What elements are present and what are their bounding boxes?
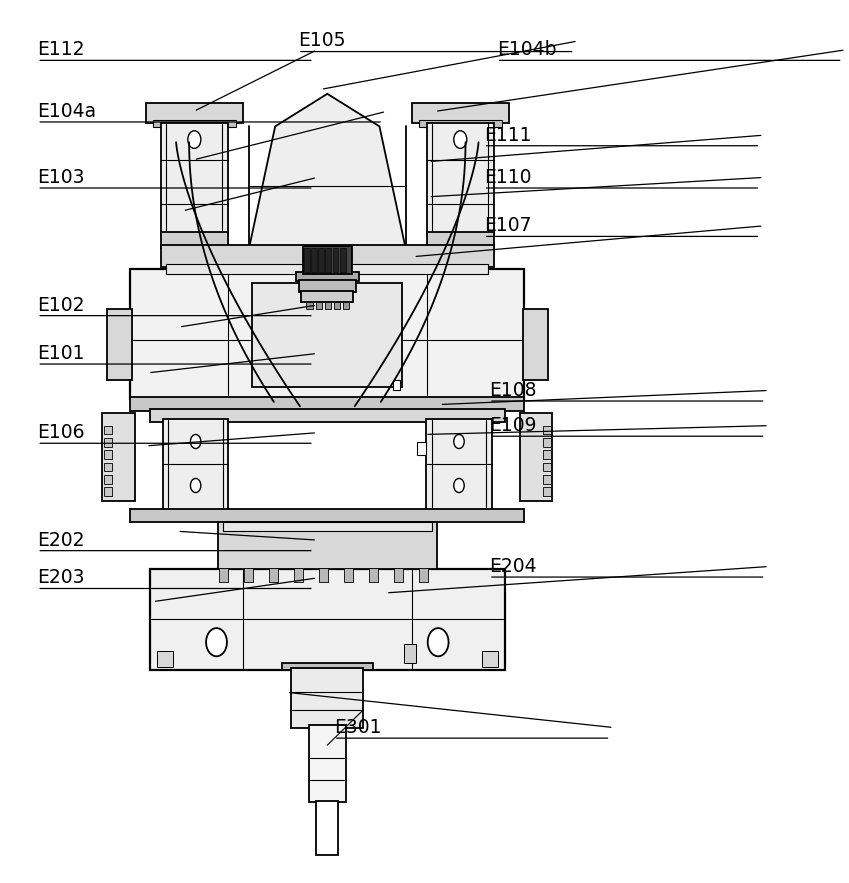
Bar [481, 651, 498, 667]
Text: E104b: E104b [497, 41, 556, 59]
Bar [543, 426, 551, 434]
Bar [306, 302, 313, 309]
Bar [404, 644, 416, 663]
Bar [412, 103, 509, 123]
Bar [294, 569, 303, 582]
Circle shape [453, 479, 464, 493]
Bar [309, 725, 346, 803]
Text: E108: E108 [489, 381, 537, 400]
Bar [146, 103, 243, 123]
Bar [311, 248, 317, 273]
Bar [299, 281, 356, 292]
Bar [340, 248, 346, 273]
Bar [419, 569, 428, 582]
Bar [166, 246, 222, 257]
Bar [161, 245, 493, 268]
Bar [368, 569, 378, 582]
Bar [427, 123, 493, 235]
Text: E102: E102 [37, 296, 85, 314]
Bar [156, 651, 173, 667]
Bar [343, 302, 350, 309]
Bar [543, 487, 551, 496]
Bar [417, 442, 426, 455]
Bar [244, 569, 253, 582]
Bar [107, 309, 132, 380]
Bar [344, 569, 353, 582]
Bar [252, 283, 402, 387]
Bar [282, 663, 373, 670]
Text: E111: E111 [484, 125, 531, 145]
Bar [161, 232, 228, 248]
Circle shape [428, 628, 448, 656]
Bar [104, 450, 111, 459]
Bar [543, 438, 551, 447]
Polygon shape [249, 94, 406, 248]
Bar [104, 487, 111, 496]
Bar [520, 413, 552, 502]
Bar [316, 801, 339, 856]
Bar [301, 291, 353, 302]
Bar [103, 413, 135, 502]
Bar [291, 668, 363, 728]
Text: E103: E103 [37, 168, 85, 187]
Text: E110: E110 [484, 168, 531, 187]
Circle shape [453, 434, 464, 449]
Bar [394, 569, 402, 582]
Bar [104, 463, 111, 472]
Bar [419, 120, 502, 127]
Text: E112: E112 [37, 41, 85, 59]
Bar [166, 264, 488, 275]
Text: E101: E101 [37, 344, 85, 363]
Bar [161, 123, 228, 235]
Bar [218, 523, 437, 570]
Bar [392, 380, 401, 390]
Bar [223, 523, 431, 532]
Text: E104a: E104a [37, 102, 97, 121]
Text: E204: E204 [489, 557, 537, 576]
Text: E107: E107 [484, 216, 531, 236]
Circle shape [453, 131, 467, 148]
Bar [543, 475, 551, 484]
Bar [131, 509, 524, 523]
Bar [304, 248, 310, 273]
Bar [318, 248, 324, 273]
Bar [333, 248, 339, 273]
Bar [104, 426, 111, 434]
Bar [163, 419, 228, 512]
Bar [104, 438, 111, 447]
Bar [319, 569, 328, 582]
Bar [543, 450, 551, 459]
Bar [427, 232, 493, 248]
Bar [302, 246, 352, 275]
Bar [153, 120, 236, 127]
Text: E301: E301 [334, 718, 381, 737]
Text: E106: E106 [37, 423, 85, 442]
Bar [325, 248, 331, 273]
Text: E202: E202 [37, 531, 85, 549]
Bar [150, 409, 504, 422]
Circle shape [190, 479, 201, 493]
Bar [523, 309, 548, 380]
Circle shape [188, 131, 201, 148]
Text: E105: E105 [298, 32, 346, 50]
Bar [316, 302, 322, 309]
Bar [269, 569, 278, 582]
Bar [324, 302, 331, 309]
Bar [543, 463, 551, 472]
Bar [150, 570, 504, 670]
Circle shape [206, 628, 227, 656]
Bar [131, 396, 524, 411]
Text: E109: E109 [489, 416, 537, 435]
Bar [432, 246, 488, 257]
Bar [219, 569, 228, 582]
Circle shape [190, 434, 201, 449]
Bar [334, 302, 340, 309]
Bar [426, 419, 492, 512]
Bar [104, 475, 111, 484]
Bar [296, 273, 358, 282]
Bar [131, 269, 524, 399]
Text: E203: E203 [37, 569, 85, 587]
